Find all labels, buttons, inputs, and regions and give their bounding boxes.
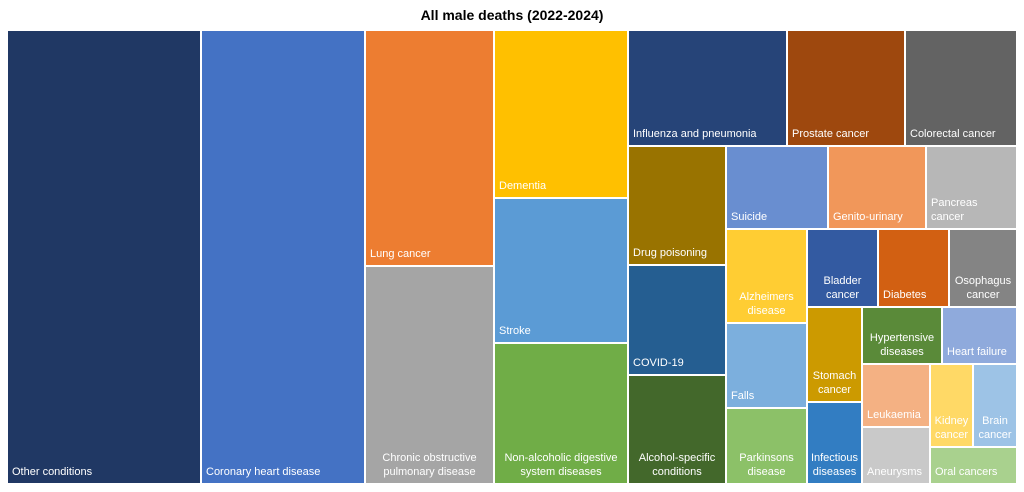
treemap-tile-alzheimers-disease: Alzheimers disease	[726, 229, 807, 323]
treemap-tile-non-alcoholic-digestive-system-diseases: Non-alcoholic digestive system diseases	[494, 343, 628, 484]
treemap-tile-influenza-and-pneumonia: Influenza and pneumonia	[628, 30, 787, 146]
treemap-tile-alcohol-specific-conditions: Alcohol-specific conditions	[628, 375, 726, 484]
treemap-tile-aneurysms: Aneurysms	[862, 427, 930, 484]
tile-label: Coronary heart disease	[206, 466, 321, 478]
tile-label: Leukaemia	[867, 409, 921, 421]
tile-label: Diabetes	[883, 289, 927, 301]
tile-label: Dementia	[499, 180, 547, 192]
treemap-tile-diabetes: Diabetes	[878, 229, 949, 307]
treemap-tile-brain-cancer: Brain cancer	[973, 364, 1017, 447]
tile-label: Genito-urinary	[833, 211, 903, 223]
treemap-tile-lung-cancer: Lung cancer	[365, 30, 494, 266]
treemap-tile-falls: Falls	[726, 323, 807, 408]
treemap-tile-coronary-heart-disease: Coronary heart disease	[201, 30, 365, 484]
treemap-tile-stomach-cancer: Stomach cancer	[807, 307, 862, 402]
tile-label: Other conditions	[12, 466, 93, 478]
tile-label: Infectious diseases	[810, 452, 859, 478]
tile-label: Colorectal cancer	[910, 128, 996, 140]
tile-label: Bladder cancer	[823, 275, 862, 301]
tile-label: Stomach cancer	[812, 370, 857, 396]
treemap-tile-genito-urinary: Genito-urinary	[828, 146, 926, 229]
tile-label: Chronic obstructive pulmonary disease	[382, 452, 477, 478]
treemap-tile-pancreas-cancer: Pancreas cancer	[926, 146, 1017, 229]
tile-label: Stroke	[499, 325, 531, 337]
treemap-tile-hypertensive-diseases: Hypertensive diseases	[862, 307, 942, 364]
tile-label: Parkinsons disease	[739, 452, 794, 478]
tile-label: Heart failure	[947, 346, 1007, 358]
tile-label: Alcohol-specific conditions	[638, 452, 716, 478]
tile-label: Kidney cancer	[934, 415, 969, 441]
treemap-tile-infectious-diseases: Infectious diseases	[807, 402, 862, 484]
tile-label: Oral cancers	[935, 466, 998, 478]
treemap-tile-colorectal-cancer: Colorectal cancer	[905, 30, 1017, 146]
tile-label: COVID-19	[633, 357, 684, 369]
treemap-tile-chronic-obstructive-pulmonary-disease: Chronic obstructive pulmonary disease	[365, 266, 494, 484]
treemap-tile-osophagus-cancer: Osophagus cancer	[949, 229, 1017, 307]
tile-label: Alzheimers disease	[739, 291, 794, 317]
treemap-tile-other-conditions: Other conditions	[7, 30, 201, 484]
treemap-tile-heart-failure: Heart failure	[942, 307, 1017, 364]
tile-label: Falls	[731, 390, 755, 402]
treemap-tile-stroke: Stroke	[494, 198, 628, 343]
tile-label: Hypertensive diseases	[869, 332, 935, 358]
treemap-tile-dementia: Dementia	[494, 30, 628, 198]
tile-label: Influenza and pneumonia	[633, 128, 757, 140]
tile-label: Suicide	[731, 211, 768, 223]
treemap-tile-oral-cancers: Oral cancers	[930, 447, 1017, 484]
tile-label: Aneurysms	[867, 466, 923, 478]
tile-label: Non-alcoholic digestive system diseases	[504, 452, 618, 478]
treemap-tile-covid-19: COVID-19	[628, 265, 726, 375]
chart-title: All male deaths (2022-2024)	[420, 7, 604, 23]
treemap-tile-bladder-cancer: Bladder cancer	[807, 229, 878, 307]
treemap-tile-drug-poisoning: Drug poisoning	[628, 146, 726, 265]
tile-label: Pancreas cancer	[931, 197, 978, 223]
treemap-tile-prostate-cancer: Prostate cancer	[787, 30, 905, 146]
tile-label: Lung cancer	[370, 248, 431, 260]
treemap-tile-leukaemia: Leukaemia	[862, 364, 930, 427]
treemap-tile-parkinsons-disease: Parkinsons disease	[726, 408, 807, 484]
tile-label: Osophagus cancer	[954, 275, 1012, 301]
tile-label: Drug poisoning	[633, 247, 707, 259]
treemap-tile-kidney-cancer: Kidney cancer	[930, 364, 973, 447]
treemap-tile-suicide: Suicide	[726, 146, 828, 229]
tile-label: Brain cancer	[978, 415, 1012, 441]
tile-label: Prostate cancer	[792, 128, 870, 140]
